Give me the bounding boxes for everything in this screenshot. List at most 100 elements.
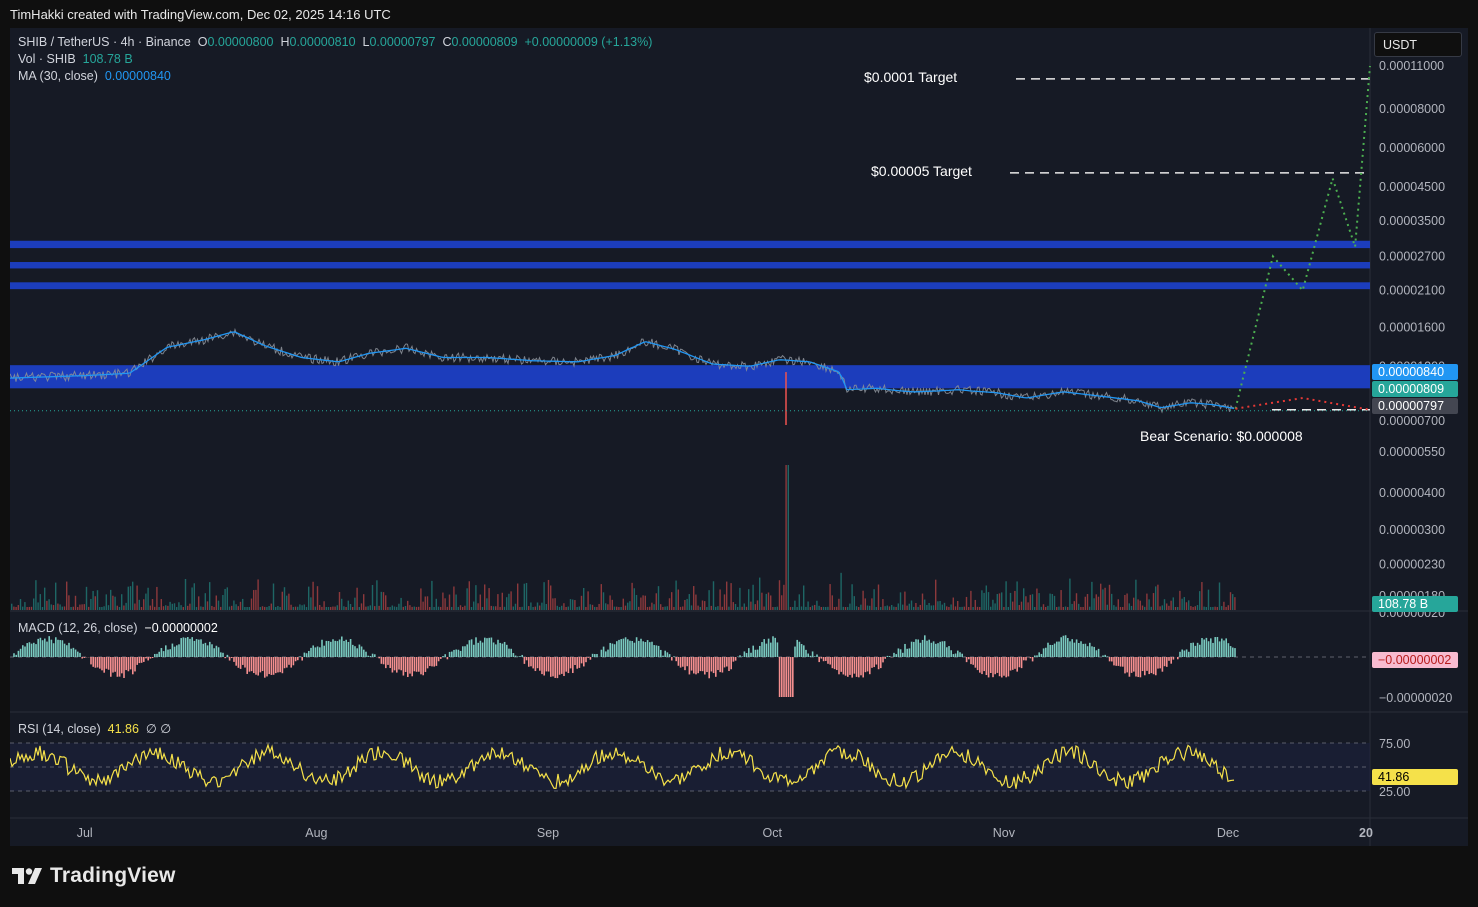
volume-bar (682, 606, 684, 610)
macd-bar (363, 649, 365, 657)
macd-value-label: −0.00000002 (1378, 653, 1451, 667)
macd-bar (415, 657, 418, 672)
volume-bar (11, 603, 13, 610)
macd-bar (968, 657, 970, 660)
volume-bar (893, 606, 895, 610)
macd-bar (387, 657, 389, 665)
volume-bar (668, 598, 671, 610)
volume-bar (486, 598, 488, 610)
macd-bar (57, 639, 59, 657)
macd-bar (1097, 648, 1100, 657)
volume-bar (998, 593, 1001, 610)
macd-bar (360, 646, 363, 657)
chart-area[interactable]: $0.0001 Target $0.00005 Target Bear Scenar… (10, 28, 1468, 846)
volume-bar (543, 582, 545, 610)
macd-bar (701, 657, 704, 672)
volume-bar (1047, 605, 1049, 610)
macd-bar (55, 637, 57, 657)
volume-bar (990, 606, 992, 610)
macd-bar (17, 650, 20, 657)
volume-bar (985, 585, 987, 610)
volume-bar (981, 590, 983, 610)
macd-bar (996, 657, 999, 673)
macd-bar (1111, 657, 1113, 662)
macd-bar (235, 657, 237, 666)
macd-bar (105, 657, 108, 669)
macd-bar (642, 641, 644, 657)
volume-bar (541, 602, 543, 610)
volume-bar (607, 604, 609, 610)
macd-bar (869, 657, 871, 675)
macd-legend[interactable]: MACD (12, 26, close) −0.00000002 (18, 621, 218, 635)
volume-bar (1210, 606, 1212, 610)
macd-bar (224, 657, 226, 659)
volume-bar (664, 606, 666, 610)
volume-bar (1067, 606, 1069, 610)
macd-bar (158, 651, 160, 657)
macd-bar (312, 645, 314, 657)
volume-bar (719, 589, 721, 610)
macd-bar (451, 651, 453, 657)
macd-bar (1075, 639, 1078, 657)
volume-bar (1005, 581, 1007, 610)
macd-bar (563, 657, 565, 677)
macd-bar (554, 657, 556, 678)
volume-bar (178, 602, 180, 610)
volume-bar (435, 598, 437, 610)
volume-bar (1025, 596, 1027, 610)
ma-legend[interactable]: MA (30, close) 0.00000840 (18, 69, 171, 83)
macd-bar (673, 656, 675, 657)
volume-bar (679, 606, 682, 610)
volume-bar (1064, 606, 1067, 610)
macd-bar (94, 657, 97, 668)
volume-bar (556, 605, 558, 610)
macd-bar (275, 657, 277, 674)
macd-bar (1201, 638, 1203, 657)
symbol-name[interactable]: SHIB / TetherUS · 4h · Binance (18, 35, 191, 49)
macd-bar (668, 654, 671, 657)
volume-bar (1073, 601, 1075, 610)
volume-bar (1188, 600, 1190, 610)
macd-bar (242, 657, 244, 665)
volume-bar (261, 606, 264, 610)
volume-bar (660, 604, 662, 610)
volume-bar (875, 606, 877, 610)
volume-bar (215, 595, 217, 610)
rsi-extra: ∅ ∅ (145, 722, 172, 736)
rsi-line (10, 742, 1235, 790)
price-axis-tick: 0.00002700 (1379, 249, 1445, 263)
volume-bar (242, 598, 244, 610)
macd-bar (536, 657, 539, 669)
macd-bar (165, 645, 167, 657)
chart-canvas[interactable]: $0.0001 Target $0.00005 Target Bear Scenar… (10, 28, 1468, 846)
volume-bar (147, 587, 149, 610)
volume-bar (374, 606, 376, 610)
footer-logo[interactable]: TradingView (12, 864, 176, 888)
volume-bar (611, 599, 613, 610)
volume-bar (855, 606, 858, 610)
volume-bar (464, 605, 466, 610)
macd-bar (264, 657, 266, 678)
volume-legend[interactable]: Vol · SHIB 108.78 B (18, 52, 133, 66)
volume-bar (884, 606, 886, 610)
volume-bar (820, 606, 822, 610)
macd-bar (774, 637, 776, 657)
volume-bar (800, 606, 803, 610)
volume-bar (737, 606, 739, 610)
volume-bar (354, 597, 356, 610)
macd-bar (1113, 657, 1115, 666)
macd-bar (756, 649, 759, 657)
macd-bar (1172, 657, 1175, 660)
macd-bar (143, 657, 145, 662)
rsi-value-label: 41.86 (1378, 770, 1409, 784)
macd-bar (1227, 643, 1230, 657)
macd-bar (453, 649, 455, 657)
macd-bar (380, 657, 383, 664)
volume-bar (657, 586, 660, 610)
symbol-legend[interactable]: SHIB / TetherUS · 4h · Binance O0.000008… (18, 35, 652, 49)
macd-bar (1232, 647, 1234, 657)
currency-selector[interactable]: USDT (1374, 32, 1462, 57)
volume-bar (589, 604, 591, 610)
volume-bar (1232, 594, 1234, 610)
rsi-legend[interactable]: RSI (14, close) 41.86 ∅ ∅ (18, 721, 171, 736)
